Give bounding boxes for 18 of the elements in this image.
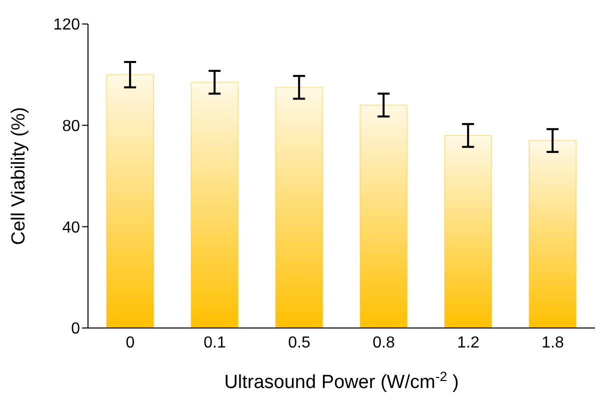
bar bbox=[190, 82, 239, 328]
bar bbox=[528, 140, 577, 328]
bar bbox=[360, 104, 408, 328]
y-axis-title: Cell Viability (%) bbox=[8, 107, 30, 245]
y-tick-label: 40 bbox=[62, 219, 80, 236]
bar bbox=[106, 74, 154, 328]
y-tick-label: 80 bbox=[62, 118, 80, 136]
x-axis-title: Ultrasound Power (W/cm$^{-2}$ ) bbox=[224, 368, 459, 393]
x-tick-label: 0 bbox=[126, 334, 135, 352]
y-tick-label: 120 bbox=[53, 16, 80, 34]
x-tick-label: 0.1 bbox=[204, 334, 226, 352]
bar bbox=[444, 134, 492, 328]
x-tick-label: 0.5 bbox=[288, 334, 310, 352]
y-tick-label: 0 bbox=[71, 320, 80, 338]
x-tick-label: 0.8 bbox=[372, 334, 395, 352]
bar bbox=[275, 86, 324, 328]
x-tick-label: 1.2 bbox=[457, 334, 480, 352]
x-tick-label: 1.8 bbox=[542, 334, 564, 352]
